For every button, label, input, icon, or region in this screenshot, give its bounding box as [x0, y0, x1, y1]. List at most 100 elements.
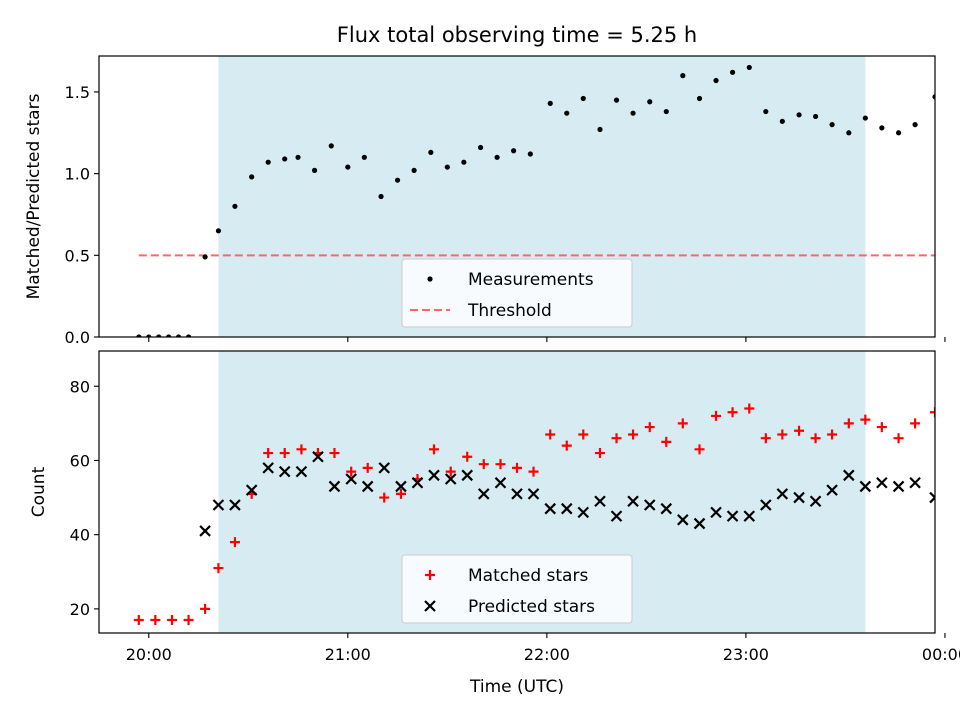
y-tick-label: 1.5: [65, 83, 90, 102]
data-point: [663, 108, 669, 115]
data-point: [361, 154, 367, 160]
data-point: [763, 108, 769, 115]
data-point: [677, 514, 689, 526]
data-point: [146, 334, 152, 337]
data-point: [345, 473, 357, 485]
data-point: [295, 465, 308, 478]
legend-box: [401, 554, 633, 624]
y-tick-label: 0.5: [65, 246, 90, 265]
data-point: [279, 448, 290, 459]
data-point: [362, 462, 373, 473]
y-tick-label: 40: [70, 526, 90, 545]
data-point: [843, 418, 854, 429]
data-point: [167, 615, 178, 626]
y-tick-label: 80: [70, 377, 90, 396]
bottom-panel: 2040608020:0021:0022:0023:0000:0001:0002…: [29, 350, 960, 664]
data-point: [947, 418, 957, 428]
data-point: [876, 422, 887, 433]
data-point: [378, 193, 384, 200]
data-point: [200, 603, 211, 614]
data-point: [580, 95, 586, 102]
series-predicted-stars: [199, 450, 935, 537]
data-point: [746, 64, 752, 71]
x-tick-label: 20:00: [126, 645, 172, 664]
data-point: [895, 130, 902, 136]
data-point: [862, 115, 868, 121]
data-point: [677, 418, 688, 429]
data-point: [711, 410, 722, 421]
data-point: [743, 510, 756, 522]
data-point: [477, 488, 490, 500]
data-point: [511, 488, 523, 500]
data-point: [263, 448, 274, 459]
legend-marker: [427, 276, 433, 282]
data-point: [727, 407, 738, 418]
data-point: [527, 151, 533, 157]
data-point: [379, 492, 390, 503]
data-point: [949, 101, 954, 106]
x-tick-label: 23:00: [723, 645, 769, 664]
data-point: [930, 407, 935, 418]
data-point: [395, 488, 406, 499]
data-point: [794, 425, 805, 436]
data-point: [929, 491, 935, 504]
data-point: [779, 118, 785, 124]
data-point: [378, 462, 391, 474]
data-point: [577, 506, 590, 519]
data-point: [328, 143, 334, 149]
data-point: [744, 403, 755, 414]
data-point: [512, 462, 522, 473]
data-point: [910, 418, 921, 429]
legend: Matched stars Predicted stars: [401, 554, 633, 624]
data-point: [262, 462, 274, 474]
data-point: [680, 73, 686, 79]
plot-area: [136, 64, 954, 337]
data-point: [527, 488, 540, 500]
data-point: [328, 480, 341, 493]
data-point: [859, 480, 872, 493]
x-tick-label: 21:00: [325, 645, 371, 664]
data-point: [411, 476, 424, 489]
data-point: [311, 167, 318, 173]
data-point: [644, 422, 655, 433]
data-point: [660, 502, 673, 515]
data-point: [879, 125, 885, 131]
data-point: [829, 122, 835, 128]
y-tick-label: 60: [70, 451, 90, 470]
data-point: [628, 429, 639, 440]
data-point: [545, 429, 556, 440]
axes-frame: [98, 55, 936, 338]
data-point: [912, 122, 918, 128]
data-point: [150, 615, 161, 626]
data-point: [909, 476, 921, 489]
legend-marker: [424, 600, 436, 612]
data-point: [693, 517, 706, 530]
data-point: [199, 525, 211, 537]
series-measurements: [136, 64, 954, 337]
data-point: [544, 502, 557, 515]
data-point: [329, 448, 340, 459]
data-point: [462, 451, 473, 462]
data-point: [760, 499, 772, 511]
data-point: [445, 466, 456, 477]
legend: Measurements Threshold: [401, 258, 633, 328]
data-point: [627, 495, 639, 508]
y-tick-label: 1.0: [65, 165, 90, 184]
data-point: [597, 126, 603, 133]
data-point: [411, 167, 417, 173]
data-point: [185, 334, 192, 337]
legend-label: Threshold: [467, 301, 552, 321]
data-point: [647, 99, 653, 105]
data-point: [232, 203, 238, 209]
data-point: [265, 159, 271, 165]
data-point: [595, 448, 606, 459]
data-point: [578, 429, 589, 440]
y-tick-label: 0.0: [65, 328, 90, 347]
data-point: [202, 254, 208, 260]
data-point: [282, 156, 288, 162]
data-point: [494, 154, 500, 160]
y-tick-label: 20: [70, 600, 90, 619]
data-point: [133, 615, 144, 626]
data-point: [827, 429, 838, 440]
data-point: [229, 499, 241, 511]
